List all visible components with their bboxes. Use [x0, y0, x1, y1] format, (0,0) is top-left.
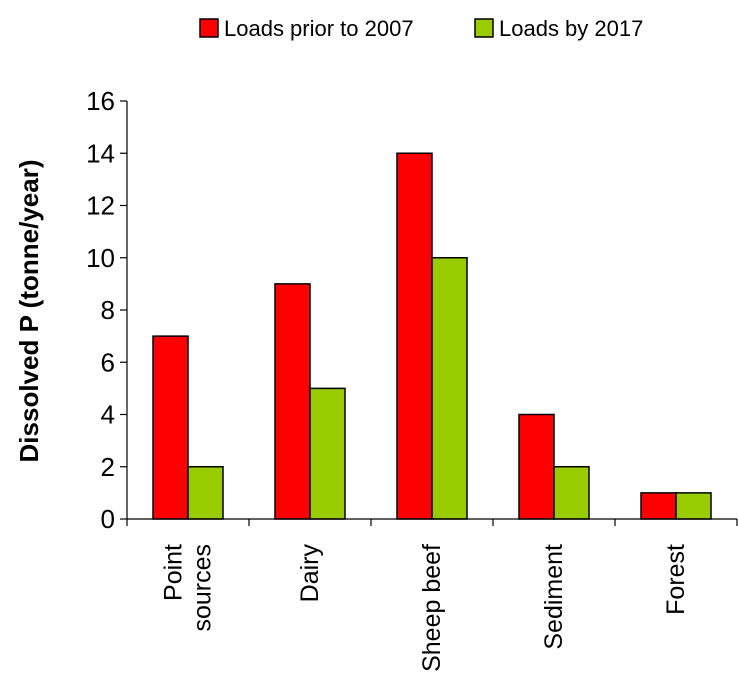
- y-tick-label-4: 8: [101, 295, 115, 325]
- bar-1-series-2: [309, 387, 346, 520]
- y-tick-label-6: 12: [86, 191, 115, 221]
- x-tick-label-0-line-0: Point: [160, 544, 188, 601]
- x-tick-label-3: Sediment: [540, 544, 568, 650]
- legend: Loads prior to 2007 Loads by 2017: [199, 16, 643, 41]
- y-tick-label-7: 14: [86, 138, 115, 168]
- y-tick-label-0: 0: [101, 504, 115, 534]
- y-tick-label-1: 2: [101, 452, 115, 482]
- bar-4-series-2: [675, 492, 712, 520]
- bar-4-series-1: [640, 492, 677, 520]
- y-tick-label-5: 10: [86, 243, 115, 273]
- bar-3-series-2: [553, 466, 590, 520]
- legend-label-series-2: Loads by 2017: [499, 16, 643, 41]
- y-tick-label-3: 6: [101, 347, 115, 377]
- x-tick-label-4: Forest: [662, 544, 690, 615]
- legend-swatch-series-1: [199, 18, 219, 38]
- bar-3-series-1: [518, 413, 555, 520]
- y-axis-label: Dissolved P (tonne/year): [14, 160, 44, 463]
- bar-0-series-2: [187, 466, 224, 520]
- bar-2-series-2: [431, 257, 468, 520]
- x-tick-label-2: Sheep beef: [418, 544, 446, 672]
- bar-0-series-1: [152, 335, 189, 520]
- y-tick-label-8: 16: [86, 86, 115, 116]
- y-tick-label-2: 4: [101, 400, 115, 430]
- plot-area: 0 2 4 6 8 10 12 14 16 Point sources Dairy Sheep beef…: [86, 86, 738, 672]
- x-tick-label-0-line-1: sources: [189, 544, 217, 632]
- x-tick-label-1: Dairy: [296, 544, 324, 603]
- legend-swatch-series-2: [474, 18, 494, 38]
- bar-1-series-1: [274, 283, 311, 520]
- legend-label-series-1: Loads prior to 2007: [224, 16, 414, 41]
- bar-2-series-1: [396, 152, 433, 520]
